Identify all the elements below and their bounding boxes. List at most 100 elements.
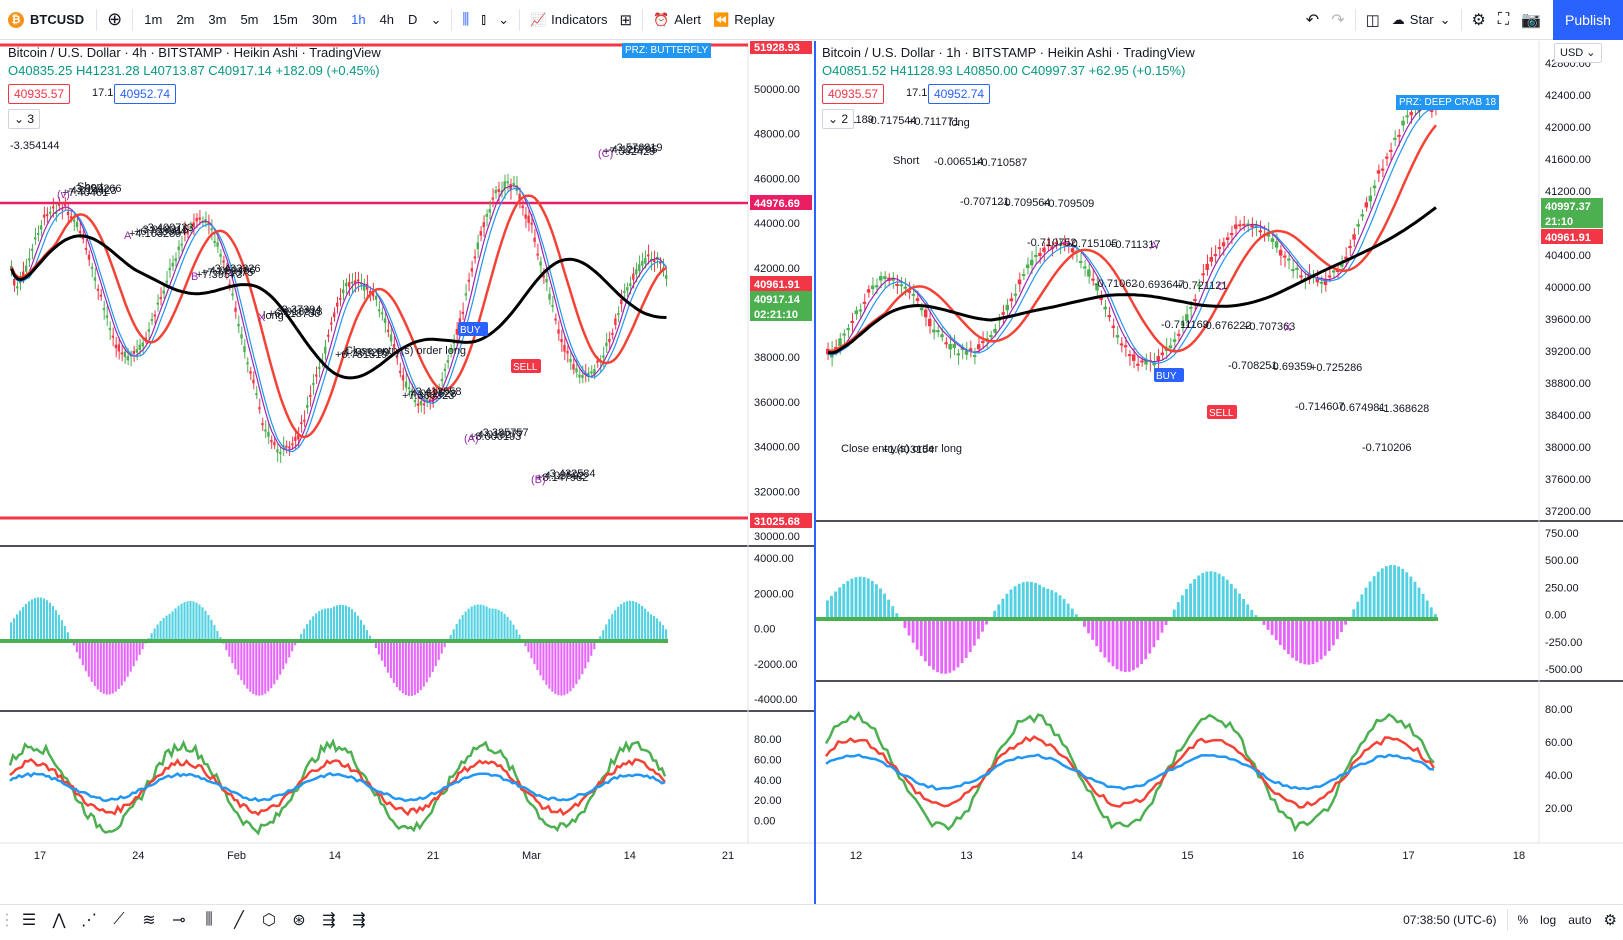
interval-1h[interactable]: 1h (344, 12, 372, 27)
fib-retracement-icon[interactable]: ☰ (14, 905, 44, 935)
compare-add-icon[interactable]: ⊕ (101, 0, 128, 40)
alert-button[interactable]: ⏰ Alert (647, 0, 707, 40)
candle-body (590, 371, 592, 373)
parallel-channel-icon[interactable]: ≋ (134, 905, 164, 935)
trade-annotation: C (1217, 281, 1225, 293)
macd-bar (1291, 619, 1294, 658)
interval-4h[interactable]: 4h (373, 12, 401, 27)
macd-bar (560, 641, 562, 696)
trade-annotation: +7.39573 (196, 269, 242, 281)
chart-type-dropdown-icon[interactable]: ⌄ (492, 0, 515, 40)
trendline-icon[interactable]: ⟋ (104, 905, 134, 935)
candle-body (231, 294, 233, 296)
price-tag-top-text: 51928.93 (754, 42, 800, 54)
indicators-button[interactable]: 📈 Indicators (524, 0, 614, 40)
macd-bar (1050, 590, 1053, 619)
macd-bar (468, 609, 470, 641)
candle-body (924, 310, 927, 318)
macd-bar (1018, 584, 1021, 619)
macd-bar (1042, 587, 1045, 619)
left-bid-box[interactable]: 40935.57 (8, 84, 70, 104)
layout-icon[interactable]: ◫ (1360, 0, 1386, 40)
rsi-line (10, 759, 665, 814)
macd-bar (327, 608, 329, 641)
indicators-icon: 📈 (530, 12, 546, 28)
indicators-label: Indicators (551, 12, 607, 27)
interval-2m[interactable]: 2m (169, 12, 201, 27)
left-indicator-collapse[interactable]: ⌄ 3 (8, 109, 40, 129)
macd-bar (16, 614, 18, 641)
right-ask-box[interactable]: 40952.74 (928, 84, 990, 104)
macd-bar (139, 641, 141, 655)
interval-5m[interactable]: 5m (233, 12, 265, 27)
macd-tick-label: 4000.00 (754, 553, 794, 565)
price-tag-last-text: 40997.37 (1545, 201, 1591, 213)
macd-bar (875, 584, 878, 619)
star-button[interactable]: ☁ Star ⌄ (1386, 0, 1457, 40)
interval-30m[interactable]: 30m (305, 12, 344, 27)
candle-body (402, 375, 404, 380)
macd-bar (124, 641, 126, 681)
horizontal-ray-icon[interactable]: ⊸ (164, 905, 194, 935)
interval-dropdown-icon[interactable]: ⌄ (424, 0, 447, 40)
left-chart-canvas[interactable]: 50000.0048000.0046000.0044000.0042000.00… (0, 41, 814, 904)
left-ask-box[interactable]: 40952.74 (114, 84, 176, 104)
interval-1m[interactable]: 1m (137, 12, 169, 27)
candle-body (1006, 305, 1009, 310)
macd-bar (1095, 619, 1098, 646)
right-indicator-collapse[interactable]: ⌄ 2 (822, 109, 854, 129)
price-tick-label: 39600.00 (1545, 314, 1591, 326)
gann-fan-icon[interactable]: ⊛ (284, 905, 314, 935)
replay-button[interactable]: ⏪ Replay (707, 0, 781, 40)
xabcd-shape-icon[interactable]: ⬡ (254, 905, 284, 935)
right-bid-box[interactable]: 40935.57 (822, 84, 884, 104)
trade-annotation: (B) (531, 474, 546, 486)
right-chart-canvas[interactable]: 42800.0042400.0042000.0041600.0041200.00… (816, 41, 1623, 904)
trade-annotation: +6.781319 (335, 349, 387, 361)
undo-icon[interactable]: ↶ (1300, 0, 1325, 40)
interval-15m[interactable]: 15m (266, 12, 305, 27)
macd-bar (1279, 619, 1282, 645)
fib-timezone-icon[interactable]: ⫼ (194, 905, 224, 935)
candle-body (106, 315, 108, 317)
macd-bar (965, 619, 968, 658)
currency-select[interactable]: USD ⌄ (1554, 43, 1602, 63)
interval-d[interactable]: D (401, 12, 424, 27)
candle-body (895, 284, 898, 286)
candle-body (1201, 273, 1204, 275)
elliott-wave-icon[interactable]: ⋰ (74, 905, 104, 935)
price-tick-label: 38800.00 (1545, 378, 1591, 390)
macd-bar (276, 641, 278, 680)
candle-body (1177, 334, 1180, 336)
short-position-icon[interactable]: ⇶ (344, 905, 374, 935)
symbol-search[interactable]: ₿ BTCUSD (0, 12, 92, 28)
macd-bar (336, 605, 338, 641)
long-position-icon[interactable]: ⇶ (314, 905, 344, 935)
candle-body (112, 336, 114, 338)
trade-annotation: (v) (57, 189, 70, 201)
time-tick-label: 21 (722, 850, 734, 862)
macd-bar (830, 596, 833, 619)
candle-body (378, 309, 380, 311)
macd-bar (243, 641, 245, 685)
templates-icon[interactable]: ⊞ (614, 0, 639, 40)
settings-gear-icon[interactable]: ⚙ (1466, 0, 1492, 40)
candle-body (139, 345, 141, 350)
candle-style-icon[interactable]: ⫾ (475, 0, 492, 40)
macd-bar (1144, 619, 1147, 659)
macd-bar (957, 619, 960, 667)
macd-bar (240, 641, 242, 680)
pattern-xabcd-icon[interactable]: ⋀ (44, 905, 74, 935)
macd-bar (282, 641, 284, 669)
ray-icon[interactable]: ╱ (224, 905, 254, 935)
interval-3m[interactable]: 3m (201, 12, 233, 27)
camera-icon[interactable]: 📷 (1515, 0, 1547, 40)
candle-body (255, 393, 257, 395)
redo-icon[interactable]: ↷ (1325, 0, 1350, 40)
candle-body (100, 295, 102, 297)
publish-button[interactable]: Publish (1553, 0, 1623, 40)
fullscreen-icon[interactable]: ⛶ (1492, 0, 1515, 40)
bar-style-icon[interactable]: ⫼ (456, 0, 475, 40)
